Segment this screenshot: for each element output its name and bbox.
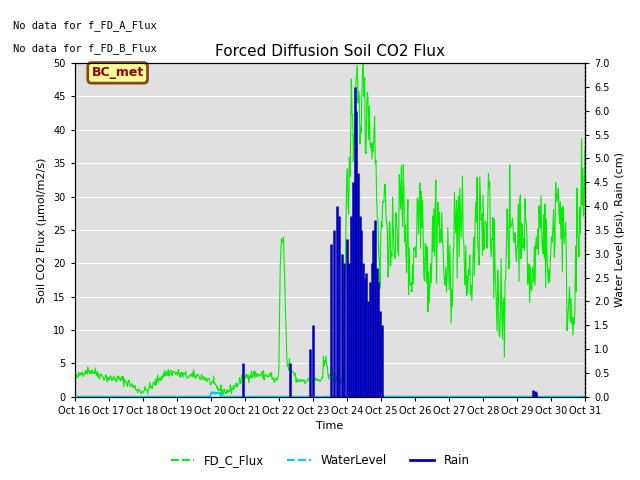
Text: BC_met: BC_met	[92, 66, 144, 79]
Y-axis label: Soil CO2 Flux (μmol/m2/s): Soil CO2 Flux (μmol/m2/s)	[37, 157, 47, 302]
X-axis label: Time: Time	[316, 421, 343, 432]
Title: Forced Diffusion Soil CO2 Flux: Forced Diffusion Soil CO2 Flux	[214, 44, 445, 59]
Text: No data for f_FD_B_Flux: No data for f_FD_B_Flux	[13, 43, 157, 54]
Legend: FD_C_Flux, WaterLevel, Rain: FD_C_Flux, WaterLevel, Rain	[166, 449, 474, 472]
Y-axis label: Water Level (psi), Rain (cm): Water Level (psi), Rain (cm)	[615, 153, 625, 307]
Text: No data for f_FD_A_Flux: No data for f_FD_A_Flux	[13, 20, 157, 31]
